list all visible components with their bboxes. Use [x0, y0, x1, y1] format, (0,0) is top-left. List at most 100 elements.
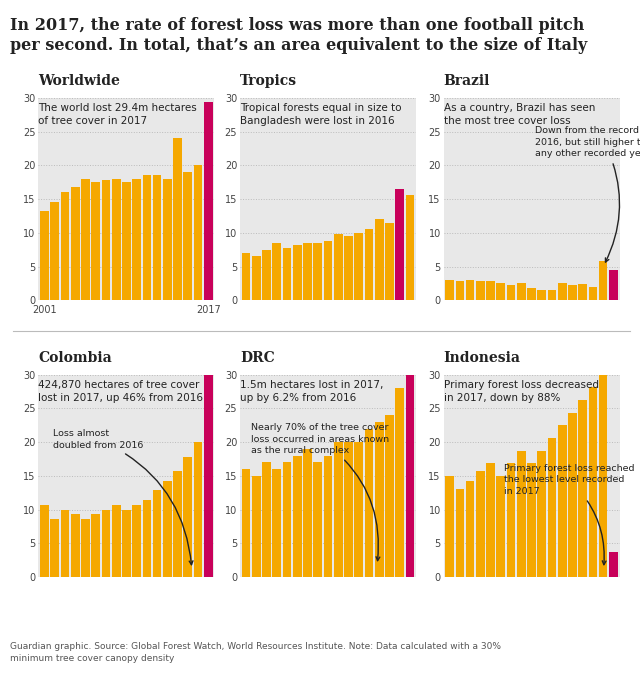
Bar	[558, 425, 566, 577]
Bar	[355, 233, 363, 300]
Bar	[143, 500, 151, 577]
Text: Worldwide: Worldwide	[38, 74, 120, 88]
Bar	[324, 241, 332, 300]
Bar	[599, 375, 607, 577]
Text: Primary forest loss decreased
in 2017, down by 88%: Primary forest loss decreased in 2017, d…	[444, 380, 598, 403]
Bar	[252, 256, 260, 300]
Bar	[456, 489, 464, 577]
Bar	[507, 463, 515, 577]
Bar	[365, 230, 373, 300]
Bar	[406, 195, 414, 300]
Bar	[153, 176, 161, 300]
Bar	[163, 179, 172, 300]
Bar	[314, 462, 322, 577]
Bar	[273, 469, 281, 577]
Bar	[476, 471, 484, 577]
Bar	[548, 290, 556, 300]
Bar	[527, 288, 536, 300]
Bar	[81, 519, 90, 577]
Bar	[396, 189, 404, 300]
Bar	[589, 387, 597, 577]
Bar	[122, 182, 131, 300]
Bar	[527, 463, 536, 577]
Bar	[324, 456, 332, 577]
Bar	[486, 281, 495, 300]
Bar	[497, 476, 505, 577]
Bar	[538, 451, 546, 577]
Bar	[375, 422, 383, 577]
Bar	[71, 514, 79, 577]
Bar	[112, 179, 120, 300]
Bar	[568, 285, 577, 300]
Bar	[365, 429, 373, 577]
Bar	[293, 456, 301, 577]
Bar	[262, 250, 271, 300]
Bar	[153, 490, 161, 577]
Bar	[184, 457, 192, 577]
Bar	[163, 481, 172, 577]
Bar	[40, 211, 49, 300]
Text: Loss almost
doubled from 2016: Loss almost doubled from 2016	[52, 429, 193, 565]
Text: Down from the record high in
2016, but still higher than
any other recorded year: Down from the record high in 2016, but s…	[535, 126, 640, 262]
Bar	[385, 415, 394, 577]
Bar	[303, 449, 312, 577]
Bar	[334, 234, 342, 300]
Bar	[314, 243, 322, 300]
Bar	[466, 481, 474, 577]
Bar	[61, 192, 69, 300]
Bar	[303, 243, 312, 300]
Bar	[132, 505, 141, 577]
Bar	[579, 400, 587, 577]
Bar	[507, 285, 515, 300]
Text: DRC: DRC	[240, 350, 275, 364]
Bar	[51, 202, 59, 300]
Bar	[609, 552, 618, 577]
Bar	[92, 182, 100, 300]
Bar	[445, 476, 454, 577]
Bar	[194, 442, 202, 577]
Bar	[385, 223, 394, 300]
Bar	[204, 102, 212, 300]
Bar	[283, 462, 291, 577]
Bar	[293, 245, 301, 300]
Text: In 2017, the rate of forest loss was more than one football pitch
per second. In: In 2017, the rate of forest loss was mor…	[10, 17, 587, 54]
Bar	[283, 248, 291, 300]
Bar	[194, 165, 202, 300]
Text: 424,870 hectares of tree cover
lost in 2017, up 46% from 2016: 424,870 hectares of tree cover lost in 2…	[38, 380, 204, 403]
Bar	[375, 219, 383, 300]
Bar	[40, 505, 49, 577]
Bar	[273, 243, 281, 300]
Bar	[568, 412, 577, 577]
Bar	[242, 253, 250, 300]
Text: Primary forest loss reached
the lowest level recorded
in 2017: Primary forest loss reached the lowest l…	[504, 464, 634, 565]
Bar	[599, 261, 607, 300]
Bar	[344, 236, 353, 300]
Bar	[242, 469, 250, 577]
Text: Nearly 70% of the tree cover
loss occurred in areas known
as the rural complex: Nearly 70% of the tree cover loss occurr…	[251, 423, 389, 561]
Bar	[456, 281, 464, 300]
Bar	[589, 287, 597, 300]
Bar	[517, 284, 525, 300]
Bar	[396, 388, 404, 577]
Bar	[173, 138, 182, 300]
Bar	[71, 187, 79, 300]
Bar	[445, 280, 454, 300]
Bar	[204, 375, 212, 577]
Bar	[51, 519, 59, 577]
Bar	[184, 172, 192, 300]
Bar	[81, 179, 90, 300]
Bar	[102, 510, 110, 577]
Bar	[579, 284, 587, 300]
Bar	[476, 281, 484, 300]
Bar	[406, 375, 414, 577]
Bar	[466, 280, 474, 300]
Bar	[102, 180, 110, 300]
Bar	[132, 179, 141, 300]
Bar	[538, 290, 546, 300]
Bar	[122, 510, 131, 577]
Text: 1.5m hectares lost in 2017,
up by 6.2% from 2016: 1.5m hectares lost in 2017, up by 6.2% f…	[240, 380, 383, 403]
Bar	[173, 471, 182, 577]
Bar	[558, 284, 566, 300]
Bar	[252, 476, 260, 577]
Text: Tropical forests equal in size to
Bangladesh were lost in 2016: Tropical forests equal in size to Bangla…	[240, 103, 401, 126]
